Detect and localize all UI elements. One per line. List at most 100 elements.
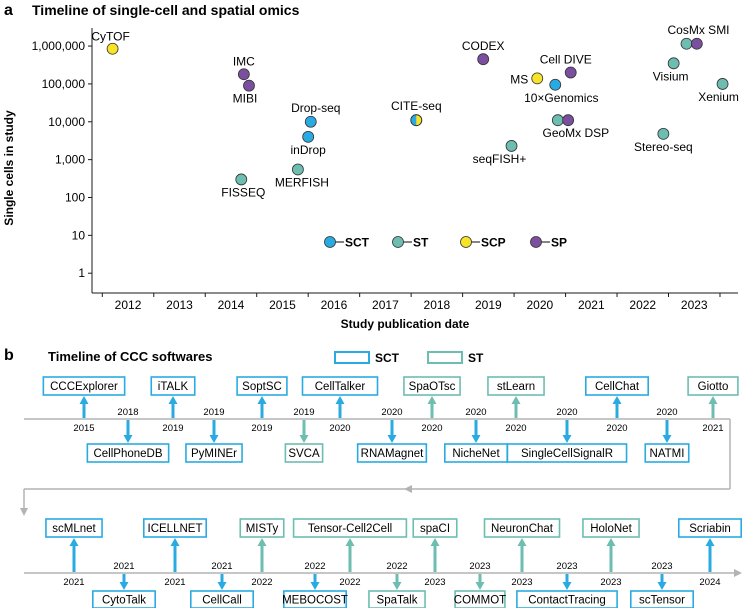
data-point <box>564 66 577 79</box>
x-tick-label: 2019 <box>475 298 502 312</box>
point-label: inDrop <box>291 143 327 157</box>
software-box <box>86 443 170 463</box>
point-label: Visium <box>653 69 689 83</box>
software-arrowhead <box>168 396 178 404</box>
timeline-items: CCCExplorer2015CellPhoneDB2018iTALK2019P… <box>42 376 742 608</box>
software-year: 2018 <box>117 407 138 418</box>
software-box <box>487 376 545 396</box>
software-box <box>644 443 690 463</box>
software-arrowhead <box>427 396 437 404</box>
legend-marker <box>392 236 404 248</box>
software-item: ICELLNET 2021 <box>143 518 208 588</box>
x-tick-label: 2015 <box>269 298 296 312</box>
data-point <box>657 127 670 140</box>
software-name: CytoTalk <box>102 595 146 607</box>
point-label: MIBI <box>233 92 258 106</box>
scatter-axes: 1 10 100 1,000 10,000 100,000 1,000,000 2012 201… <box>32 28 738 312</box>
software-item: COMMOT 2023 <box>454 561 506 608</box>
software-arrowhead <box>335 396 345 404</box>
data-point <box>304 115 317 128</box>
software-arrowhead <box>708 396 718 404</box>
software-arrowhead <box>345 538 355 546</box>
software-arrowhead <box>217 582 227 590</box>
point-label: 10×Genomics <box>524 91 598 105</box>
software-arrowhead <box>562 582 572 590</box>
software-arrowhead <box>475 582 485 590</box>
legend-label: SCT <box>345 236 370 250</box>
timeline-legend: SCT ST <box>334 351 484 365</box>
data-point <box>690 37 703 50</box>
software-box <box>629 590 694 608</box>
software-year: 2023 <box>556 561 577 572</box>
software-box <box>282 590 347 608</box>
software-item: Tensor-Cell2Cell 2022 <box>292 518 408 588</box>
software-arrowhead <box>430 538 440 546</box>
software-box <box>454 590 506 608</box>
timeline-lines <box>20 418 742 577</box>
software-name: iTALK <box>158 381 189 393</box>
point-label: IMC <box>233 54 255 68</box>
panel-a-title: Timeline of single-cell and spatial omic… <box>32 2 300 18</box>
legend-swatch <box>334 351 370 364</box>
software-arrowhead <box>257 538 267 546</box>
software-box <box>301 376 379 396</box>
software-year: 2023 <box>651 561 672 572</box>
software-name: scTensor <box>639 595 685 607</box>
software-year: 2022 <box>251 577 272 588</box>
point-label: Drop-seq <box>291 101 340 115</box>
x-tick-label: 2020 <box>526 298 553 312</box>
software-item: HoloNet 2023 <box>582 518 640 588</box>
software-arrowhead <box>299 435 309 443</box>
x-tick-label: 2014 <box>218 298 245 312</box>
software-arrowhead <box>517 538 527 546</box>
software-year: 2019 <box>293 407 314 418</box>
software-item: SVCA 2019 <box>284 407 324 463</box>
software-arrowhead <box>705 538 715 546</box>
panel-b-title: Timeline of CCC softwares <box>48 349 212 364</box>
software-box <box>516 590 618 608</box>
data-point <box>106 42 119 55</box>
legend-label: SP <box>551 236 567 250</box>
point-label: Xenium <box>698 90 739 104</box>
data-point <box>549 78 562 91</box>
timeline-arrowhead-end <box>734 569 742 577</box>
software-name: Scriabin <box>689 523 731 535</box>
software-item: scMLnet 2021 <box>45 518 103 588</box>
software-item: CCCExplorer 2015 <box>42 376 126 434</box>
point-label: CODEX <box>462 39 505 53</box>
y-tick-label: 1,000,000 <box>32 39 86 53</box>
software-year: 2015 <box>73 423 94 434</box>
point-label: FISSEQ <box>221 185 265 199</box>
software-arrowhead <box>209 435 219 443</box>
software-box <box>143 518 208 538</box>
legend-marker <box>460 236 472 248</box>
data-point <box>531 72 544 85</box>
software-item: RNAMagnet 2020 <box>356 407 428 463</box>
software-box <box>45 518 103 538</box>
software-name: spaCI <box>420 523 450 535</box>
software-box <box>42 376 126 396</box>
software-name: MEBOCOST <box>282 595 348 607</box>
software-item: NATMI 2020 <box>644 407 690 463</box>
software-item: ContactTracing 2023 <box>516 561 618 608</box>
software-name: SingleCellSignalR <box>521 448 613 460</box>
software-box <box>236 376 288 396</box>
software-name: CellChat <box>595 381 640 393</box>
point-label: CyTOF <box>91 30 129 44</box>
software-arrowhead <box>657 582 667 590</box>
data-point <box>680 37 693 50</box>
software-year: 2023 <box>469 561 490 572</box>
legend-marker <box>530 236 542 248</box>
software-box <box>412 518 458 538</box>
data-point <box>302 130 315 143</box>
software-name: SpaOTsc <box>409 381 456 393</box>
software-item: CytoTalk 2021 <box>92 561 157 608</box>
software-box <box>677 518 742 538</box>
software-item: NeuronChat 2023 <box>483 518 561 588</box>
software-item: spaCI 2023 <box>412 518 458 588</box>
software-year: 2020 <box>505 423 526 434</box>
point-label: GeoMx DSP <box>542 126 609 140</box>
software-year: 2019 <box>203 407 224 418</box>
point-label: Stereo-seq <box>634 140 693 154</box>
x-axis-label: Study publication date <box>341 317 470 331</box>
